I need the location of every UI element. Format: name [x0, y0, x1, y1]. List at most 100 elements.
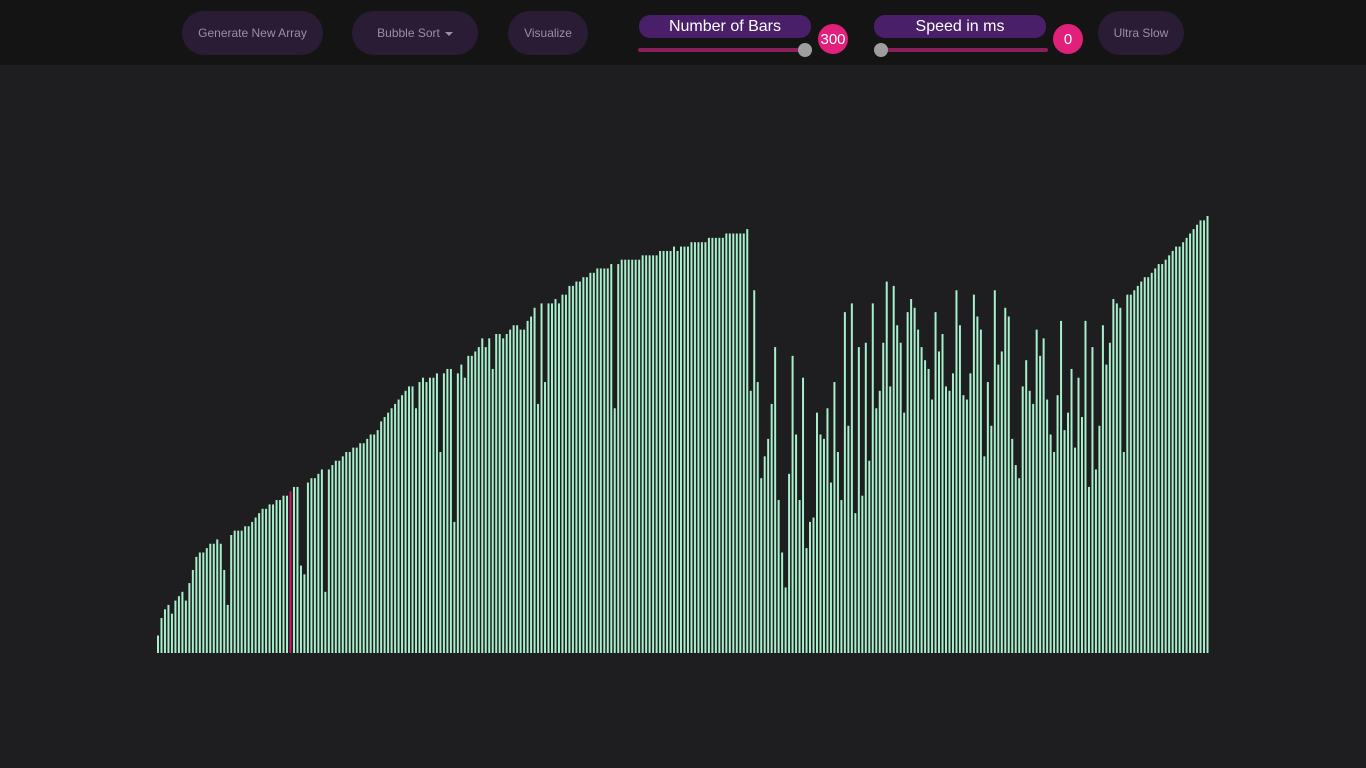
bar: [1168, 255, 1171, 653]
bar: [212, 543, 215, 653]
bar: [1192, 229, 1195, 653]
bar: [638, 259, 641, 653]
generate-array-button[interactable]: Generate New Array: [182, 11, 323, 55]
bar: [177, 596, 180, 653]
bar: [516, 325, 519, 653]
bar: [1133, 290, 1136, 653]
bar: [1182, 242, 1185, 653]
bar: [265, 508, 268, 653]
bar: [219, 543, 222, 653]
bar: [428, 377, 431, 653]
bar: [1032, 403, 1035, 653]
bar: [275, 500, 278, 653]
bar: [1084, 320, 1087, 653]
bar: [404, 390, 407, 653]
bars-slider[interactable]: [638, 43, 812, 57]
bar: [659, 250, 662, 653]
bar: [526, 320, 529, 653]
speed-mode-button[interactable]: Ultra Slow: [1098, 11, 1184, 55]
bar: [826, 408, 829, 653]
bar: [1035, 329, 1038, 653]
bar: [435, 373, 438, 653]
bar: [735, 233, 738, 653]
algorithm-label: Bubble Sort: [377, 26, 440, 40]
bar: [732, 233, 735, 653]
bar: [449, 368, 452, 653]
bar: [1147, 277, 1150, 653]
bar: [317, 473, 320, 653]
speed-slider-label-text: Speed in ms: [915, 17, 1005, 35]
bars-count-value: 300: [820, 30, 846, 48]
bar: [1150, 272, 1153, 653]
bar: [442, 373, 445, 653]
bars-slider-thumb[interactable]: [798, 43, 812, 57]
bar: [931, 399, 934, 653]
bar: [669, 250, 672, 653]
bar: [1018, 478, 1021, 653]
speed-slider[interactable]: [874, 43, 1048, 57]
bar: [802, 377, 805, 653]
bars-chart: [157, 216, 1209, 653]
bar: [979, 329, 982, 653]
bar: [1108, 342, 1111, 653]
bar: [739, 233, 742, 653]
bar: [690, 242, 693, 653]
bar: [540, 303, 543, 653]
bar: [1007, 316, 1010, 653]
bar: [781, 552, 784, 653]
bar: [958, 325, 961, 653]
bar: [1196, 224, 1199, 653]
bar: [1087, 486, 1090, 653]
bar: [592, 272, 595, 653]
bar: [216, 539, 219, 653]
bar: [181, 591, 184, 653]
bar: [941, 333, 944, 653]
bar: [707, 237, 710, 653]
bar: [725, 233, 728, 653]
bar: [1094, 469, 1097, 653]
bar: [760, 478, 763, 653]
speed-slider-thumb[interactable]: [874, 43, 888, 57]
bar: [544, 382, 547, 653]
bar: [463, 377, 466, 653]
bar: [561, 294, 564, 653]
bar: [470, 355, 473, 653]
bar: [767, 438, 770, 653]
bar: [373, 434, 376, 653]
bar: [209, 543, 212, 653]
bar: [313, 478, 316, 653]
bar: [589, 272, 592, 653]
bar: [777, 500, 780, 653]
bar: [191, 569, 194, 653]
bar: [742, 233, 745, 653]
visualize-button[interactable]: Visualize: [508, 11, 588, 55]
bar: [955, 290, 958, 653]
algorithm-dropdown[interactable]: Bubble Sort: [352, 11, 478, 55]
bar: [1189, 233, 1192, 653]
bar: [157, 635, 159, 653]
bar: [366, 438, 369, 653]
bar: [205, 548, 208, 653]
bar: [557, 303, 560, 653]
bar: [1119, 307, 1122, 653]
bar: [376, 430, 379, 653]
bar: [411, 386, 414, 653]
bar: [693, 242, 696, 653]
bar: [1126, 294, 1129, 653]
bar: [1056, 395, 1059, 653]
bar: [387, 412, 390, 653]
bar: [418, 382, 421, 653]
bar: [258, 513, 261, 653]
bar: [575, 281, 578, 653]
bar: [624, 259, 627, 653]
bar: [195, 556, 198, 653]
bar: [237, 530, 240, 653]
bar: [1070, 368, 1073, 653]
bar: [390, 408, 393, 653]
bar: [453, 521, 456, 653]
bar: [1112, 299, 1115, 653]
bar: [421, 377, 424, 653]
bar: [788, 473, 791, 653]
bar: [369, 434, 372, 653]
bar: [380, 421, 383, 653]
